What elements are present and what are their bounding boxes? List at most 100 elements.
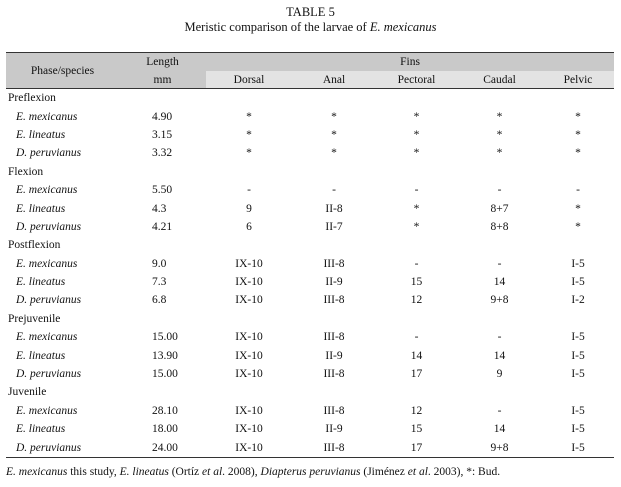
header-fins: Fins (206, 52, 615, 71)
species-cell: E. mexicanus (16, 404, 78, 417)
header-phase-species: Phase/species (6, 52, 119, 89)
length-cell: 6.8 (152, 294, 167, 307)
pelvic-cell: * (575, 147, 581, 160)
pectoral-cell: * (413, 128, 420, 141)
caudal-cell: - (497, 184, 502, 197)
table-label: TABLE 5 (286, 5, 335, 19)
caudal-cell: * (496, 110, 503, 123)
anal-cell: II-8 (325, 202, 343, 215)
footnote-et-al: et al (202, 466, 223, 478)
species-cell: D. peruvianus (16, 147, 82, 160)
phase-row: Preflexion (6, 89, 614, 108)
header-pelvic: Pelvic (542, 71, 615, 89)
header-caudal: Caudal (457, 71, 542, 89)
caudal-cell: 9 (496, 368, 503, 381)
pelvic-cell: I-5 (571, 276, 585, 289)
pectoral-cell: * (413, 147, 420, 160)
phase-row: Juvenile (6, 383, 614, 401)
anal-cell: III-8 (323, 368, 345, 381)
anal-cell: II-9 (325, 276, 343, 289)
header-length: Length (119, 52, 206, 71)
table-footnote: E. mexicanus this study, E. lineatus (Or… (6, 466, 500, 478)
length-cell: 4.90 (152, 110, 173, 123)
footnote-text: . 2008), (222, 466, 261, 478)
pectoral-cell: * (413, 220, 420, 233)
pectoral-cell: 12 (410, 294, 423, 307)
pelvic-cell: I-5 (571, 404, 585, 417)
pelvic-cell: I-5 (571, 423, 585, 436)
species-cell: D. peruvianus (6, 438, 119, 458)
length-cell: 5.50 (152, 184, 173, 197)
table-row: E. mexicanus 4.90 * * * * * (6, 107, 614, 125)
caudal-cell: - (497, 331, 502, 344)
species-cell: D. peruvianus (16, 368, 82, 381)
pectoral-cell: * (413, 202, 420, 215)
dorsal-cell: IX-10 (235, 276, 263, 289)
pectoral-cell: 17 (410, 368, 423, 381)
table-row: D. peruvianus 3.32 * * * * * (6, 144, 614, 162)
species-cell: E. lineatus (16, 202, 66, 215)
table-title-text: Meristic comparison of the larvae of (184, 20, 370, 34)
phase-row: Postflexion (6, 236, 614, 254)
anal-cell: III-8 (292, 438, 376, 458)
dorsal-cell: IX-10 (235, 331, 263, 344)
length-cell: 28.10 (152, 404, 178, 417)
pelvic-cell: I-5 (571, 349, 585, 362)
caudal-cell: * (496, 147, 503, 160)
pectoral-cell: 17 (376, 438, 457, 458)
anal-cell: * (331, 147, 337, 160)
caudal-cell: 14 (493, 423, 506, 436)
phase-row: Flexion (6, 163, 614, 181)
length-cell: 15.00 (152, 331, 178, 344)
pelvic-cell: * (575, 220, 581, 233)
anal-cell: II-7 (325, 220, 343, 233)
length-cell: 4.21 (152, 220, 173, 233)
dorsal-cell: IX-10 (235, 368, 263, 381)
table-title-species: E. mexicanus (369, 20, 437, 34)
dorsal-cell: * (246, 110, 252, 123)
length-cell: 3.15 (152, 128, 173, 141)
table-row: E. mexicanus 5.50 - - - - - (6, 181, 614, 199)
table-row: E. mexicanus 9.0 IX-10 III-8 - - I-5 (6, 255, 614, 273)
anal-cell: - (332, 184, 336, 197)
length-cell: 3.32 (152, 147, 173, 160)
header-anal: Anal (292, 71, 376, 89)
table-row: E. mexicanus 15.00 IX-10 III-8 - - I-5 (6, 328, 614, 346)
anal-cell: * (331, 128, 337, 141)
dorsal-cell: 9 (246, 202, 252, 215)
table-body: Preflexion E. mexicanus 4.90 * * * * * E. lineat… (6, 89, 615, 458)
anal-cell: III-8 (323, 331, 345, 344)
length-cell: 18.00 (152, 423, 178, 436)
table-row: E. lineatus 3.15 * * * * * (6, 126, 614, 144)
anal-cell: III-8 (323, 404, 345, 417)
phase-row: Prejuvenile (6, 310, 614, 328)
species-cell: E. lineatus (16, 349, 66, 362)
caudal-cell: 9+8 (457, 438, 542, 458)
anal-cell: III-8 (323, 257, 345, 270)
pectoral-cell: 12 (410, 404, 423, 417)
pelvic-cell: I-5 (571, 257, 585, 270)
pectoral-cell: 15 (410, 276, 423, 289)
caudal-cell: - (497, 404, 502, 417)
table-row: D. peruvianus 6.8 IX-10 III-8 12 9+8 I-2 (6, 291, 614, 309)
dorsal-cell: IX-10 (235, 349, 263, 362)
table-row: D. peruvianus 24.00 IX-10 III-8 17 9+8 I-5 (6, 438, 615, 458)
pelvic-cell: I-2 (571, 294, 585, 307)
species-cell: E. mexicanus (16, 331, 78, 344)
pelvic-cell: * (575, 110, 581, 123)
species-cell: D. peruvianus (16, 294, 82, 307)
meristic-table: Phase/species Length Fins mm Dorsal Anal… (6, 52, 615, 458)
anal-cell: * (331, 110, 337, 123)
phase-label: Preflexion (8, 92, 56, 105)
dorsal-cell: IX-10 (235, 404, 263, 417)
anal-cell: II-9 (325, 349, 343, 362)
anal-cell: II-9 (325, 423, 343, 436)
length-cell: 9.0 (152, 257, 167, 270)
pectoral-cell: - (414, 257, 419, 270)
table-header: Phase/species Length Fins mm Dorsal Anal… (6, 52, 615, 89)
species-cell: E. lineatus (16, 276, 66, 289)
length-cell: 15.00 (152, 368, 178, 381)
species-cell: E. mexicanus (16, 184, 78, 197)
pelvic-cell: I-5 (571, 368, 585, 381)
